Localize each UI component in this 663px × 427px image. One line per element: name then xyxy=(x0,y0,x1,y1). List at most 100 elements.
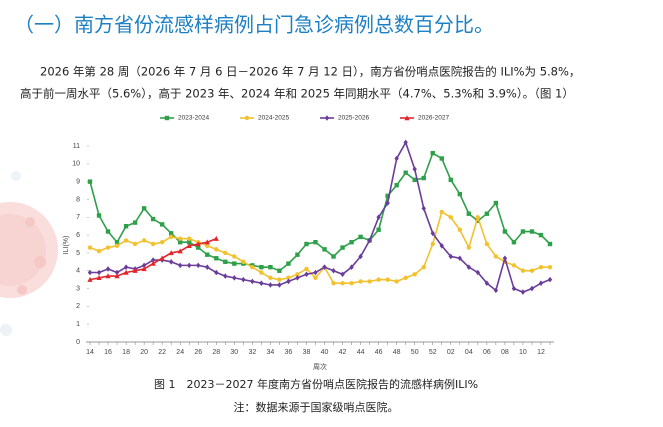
marker xyxy=(457,191,463,197)
marker xyxy=(331,267,336,274)
marker xyxy=(295,252,300,257)
marker xyxy=(493,254,499,259)
marker xyxy=(214,247,219,252)
marker xyxy=(466,211,472,216)
marker xyxy=(313,275,318,281)
marker xyxy=(385,200,390,206)
marker xyxy=(304,271,309,278)
marker xyxy=(123,264,129,270)
x-tick-label: 48 xyxy=(393,349,401,356)
x-tick-label: 26 xyxy=(194,349,202,356)
marker xyxy=(223,259,228,265)
marker xyxy=(259,280,264,286)
x-tick-label: 20 xyxy=(140,349,148,356)
x-tick-label: 44 xyxy=(357,349,365,356)
marker xyxy=(547,276,553,283)
marker xyxy=(268,264,273,270)
marker xyxy=(511,263,517,268)
marker xyxy=(223,273,228,279)
marker xyxy=(232,254,237,259)
marker xyxy=(331,281,336,286)
marker xyxy=(114,240,120,245)
marker xyxy=(349,240,354,245)
marker xyxy=(493,200,499,206)
marker xyxy=(132,267,138,273)
marker xyxy=(475,215,481,220)
marker xyxy=(502,255,508,262)
y-tick-label: 2 xyxy=(76,303,80,310)
x-tick-label: 24 xyxy=(176,349,184,356)
marker xyxy=(547,264,553,270)
marker xyxy=(304,266,309,272)
marker xyxy=(205,252,210,257)
x-tick-label: 10 xyxy=(519,349,527,356)
legend-label: 2023-2024 xyxy=(178,115,209,122)
marker xyxy=(385,193,390,199)
marker xyxy=(268,275,273,281)
x-tick-label: 42 xyxy=(339,349,347,356)
marker xyxy=(538,264,544,270)
x-tick-label: 06 xyxy=(483,349,491,356)
y-tick-label: 3 xyxy=(76,285,80,292)
marker xyxy=(141,238,147,243)
marker xyxy=(439,242,444,249)
paragraph-line: 2026 年第 28 周（2026 年 7 月 6 日－2026 年 7 月 1… xyxy=(40,65,580,79)
marker xyxy=(412,177,417,183)
marker xyxy=(324,115,330,121)
marker xyxy=(232,261,237,266)
marker xyxy=(421,264,426,270)
marker xyxy=(511,285,517,292)
heading: （一）南方省份流感样病例占门急诊病例总数百分比。 xyxy=(14,13,494,37)
marker xyxy=(340,245,345,250)
marker xyxy=(403,170,408,175)
marker xyxy=(87,276,93,282)
marker xyxy=(475,218,481,224)
marker xyxy=(168,250,174,256)
marker xyxy=(196,245,201,250)
marker xyxy=(529,285,535,292)
y-tick-label: 8 xyxy=(76,196,80,203)
marker xyxy=(204,239,210,245)
marker xyxy=(439,209,444,215)
marker xyxy=(96,275,102,281)
y-tick-label: 9 xyxy=(76,178,80,185)
marker xyxy=(187,240,192,245)
x-tick-label: 32 xyxy=(248,349,256,356)
y-tick-label: 11 xyxy=(73,143,80,150)
marker xyxy=(484,280,490,286)
marker xyxy=(457,255,463,262)
marker xyxy=(123,223,129,229)
marker xyxy=(448,215,453,220)
x-tick-label: 38 xyxy=(303,349,311,356)
marker xyxy=(376,277,381,282)
marker xyxy=(114,269,120,276)
virus-decoration xyxy=(0,171,58,336)
marker xyxy=(403,275,408,281)
marker xyxy=(412,272,417,277)
marker xyxy=(511,240,517,245)
y-tick-label: 7 xyxy=(76,214,80,221)
marker xyxy=(520,229,526,234)
y-tick-label: 1 xyxy=(76,321,80,328)
marker xyxy=(186,242,192,248)
marker xyxy=(358,279,363,284)
marker xyxy=(520,268,526,273)
marker xyxy=(132,220,138,225)
series-line xyxy=(89,210,550,284)
marker xyxy=(168,234,174,240)
x-tick-label: 18 xyxy=(122,349,130,356)
marker xyxy=(114,243,120,248)
marker xyxy=(123,269,129,275)
marker xyxy=(404,115,410,121)
marker xyxy=(168,259,174,265)
x-tick-label: 08 xyxy=(501,349,509,356)
marker xyxy=(448,177,453,183)
marker xyxy=(150,241,156,247)
marker xyxy=(367,279,372,284)
y-tick-label: 5 xyxy=(76,250,80,257)
marker xyxy=(123,238,129,243)
marker xyxy=(286,278,291,285)
marker xyxy=(349,264,354,270)
marker xyxy=(322,247,327,252)
marker xyxy=(439,156,444,161)
